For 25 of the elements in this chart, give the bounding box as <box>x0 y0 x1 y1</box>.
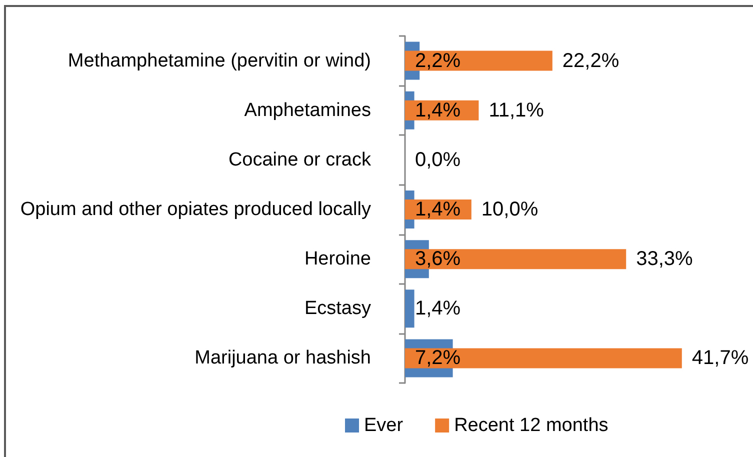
data-label: 10,0% <box>481 198 538 220</box>
legend-label: Recent 12 months <box>454 415 608 436</box>
data-label: 41,7% <box>692 347 749 370</box>
data-label: 22,2% <box>562 50 620 72</box>
bar <box>405 50 552 71</box>
y-tick-label: Amphetamines <box>244 100 371 121</box>
data-label: 7,2% <box>415 347 461 370</box>
data-label: 0,0% <box>415 148 461 171</box>
legend-label: Ever <box>364 415 404 436</box>
data-label: 33,3% <box>636 248 694 270</box>
y-tick-label: Heroine <box>304 248 371 270</box>
y-tick-label: Ecstasy <box>304 298 372 320</box>
y-tick-label: Opium and other opiates produced locally <box>20 199 372 220</box>
data-label: 1,4% <box>415 99 461 122</box>
data-label: 2,2% <box>415 50 461 72</box>
data-label: 1,4% <box>415 298 461 320</box>
bar <box>405 290 414 328</box>
data-label: 3,6% <box>415 248 461 270</box>
bar <box>405 249 626 270</box>
y-tick-label: Marijuana or hashish <box>194 348 371 369</box>
y-tick-label: Cocaine or crack <box>228 149 372 170</box>
bar <box>405 348 682 368</box>
y-tick-label: Methamphetamine (pervitin or wind) <box>68 50 371 72</box>
data-label: 1,4% <box>415 198 461 220</box>
data-label: 11,1% <box>488 99 544 122</box>
